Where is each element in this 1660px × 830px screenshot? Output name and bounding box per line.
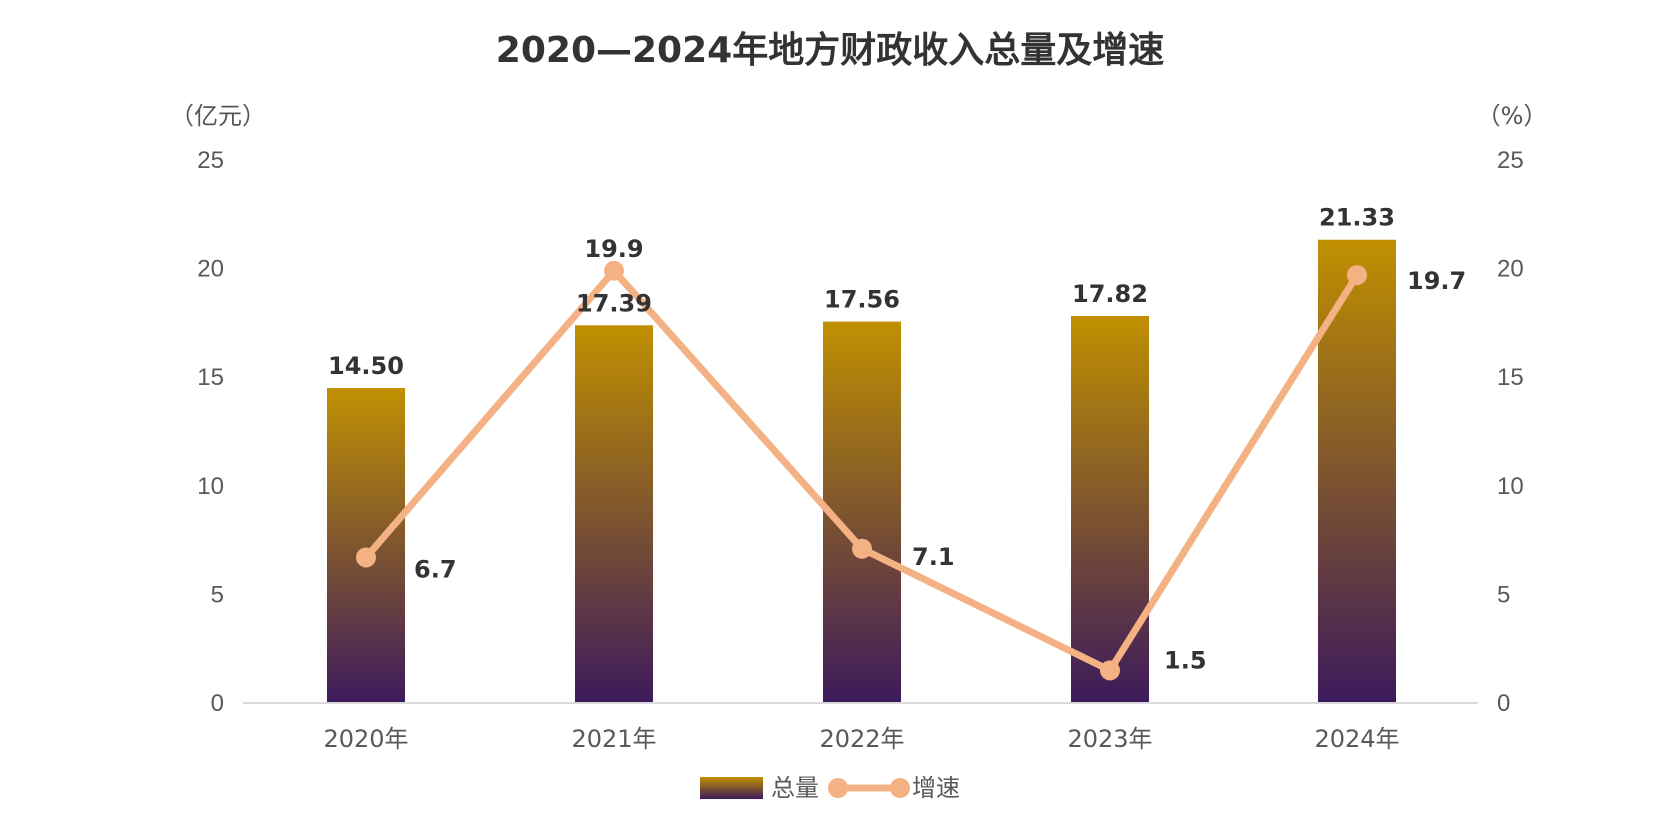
right-tick-label: 10 <box>1497 473 1524 500</box>
left-axis-unit: （亿元） <box>170 102 266 130</box>
line-point <box>1347 265 1367 286</box>
category-label: 2020年 <box>323 725 408 753</box>
right-tick-label: 25 <box>1497 147 1524 174</box>
legend-line-label: 增速 <box>912 774 960 802</box>
bar <box>575 325 653 703</box>
bar-data-label: 17.39 <box>576 289 652 317</box>
left-tick-label: 20 <box>197 256 224 283</box>
bar-data-label: 14.50 <box>328 352 404 380</box>
right-tick-label: 0 <box>1497 690 1510 717</box>
category-labels: 2020年 2021年 2022年 2023年 2024年 <box>323 725 1399 753</box>
line-point <box>1100 660 1120 681</box>
line-data-label: 19.9 <box>584 235 643 263</box>
chart-title: 2020—2024年地方财政收入总量及增速 <box>496 30 1164 71</box>
line-point <box>356 547 376 568</box>
line-data-label: 6.7 <box>414 555 457 583</box>
left-tick-label: 15 <box>197 364 224 391</box>
legend: 总量 增速 <box>700 774 960 802</box>
left-tick-label: 5 <box>211 581 224 608</box>
bar <box>1318 239 1396 703</box>
line-series <box>356 260 1367 681</box>
legend-line-marker-left <box>828 778 848 798</box>
line-data-labels: 6.7 19.9 7.1 1.5 19.7 <box>414 235 1466 675</box>
category-label: 2024年 <box>1314 725 1399 753</box>
bar-data-label: 21.33 <box>1319 204 1395 232</box>
bar <box>327 388 405 703</box>
bar-data-label: 17.56 <box>824 286 900 314</box>
left-tick-label: 10 <box>197 473 224 500</box>
left-tick-label: 25 <box>197 147 224 174</box>
line-point <box>604 260 624 281</box>
bar <box>1071 315 1149 703</box>
right-axis-unit: （%） <box>1477 102 1548 130</box>
right-tick-label: 15 <box>1497 364 1524 391</box>
bar-data-label: 17.82 <box>1072 280 1148 308</box>
category-label: 2022年 <box>819 725 904 753</box>
right-tick-label: 5 <box>1497 581 1510 608</box>
line-data-label: 7.1 <box>912 543 955 571</box>
line-data-label: 1.5 <box>1164 646 1207 674</box>
legend-bar-swatch <box>700 777 763 799</box>
legend-line-marker-right <box>890 778 910 798</box>
left-axis-ticks: 0 5 10 15 20 25 <box>197 147 224 717</box>
bar <box>823 321 901 703</box>
category-label: 2021年 <box>571 725 656 753</box>
bar-data-labels: 14.50 17.39 17.56 17.82 21.33 <box>328 204 1395 380</box>
line-data-label: 19.7 <box>1407 267 1466 295</box>
line-point <box>852 538 872 559</box>
category-label: 2023年 <box>1067 725 1152 753</box>
bar-series <box>327 239 1396 703</box>
left-tick-label: 0 <box>211 690 224 717</box>
right-tick-label: 20 <box>1497 256 1524 283</box>
right-axis-ticks: 0 5 10 15 20 25 <box>1497 147 1524 717</box>
legend-bar-label: 总量 <box>771 774 819 802</box>
